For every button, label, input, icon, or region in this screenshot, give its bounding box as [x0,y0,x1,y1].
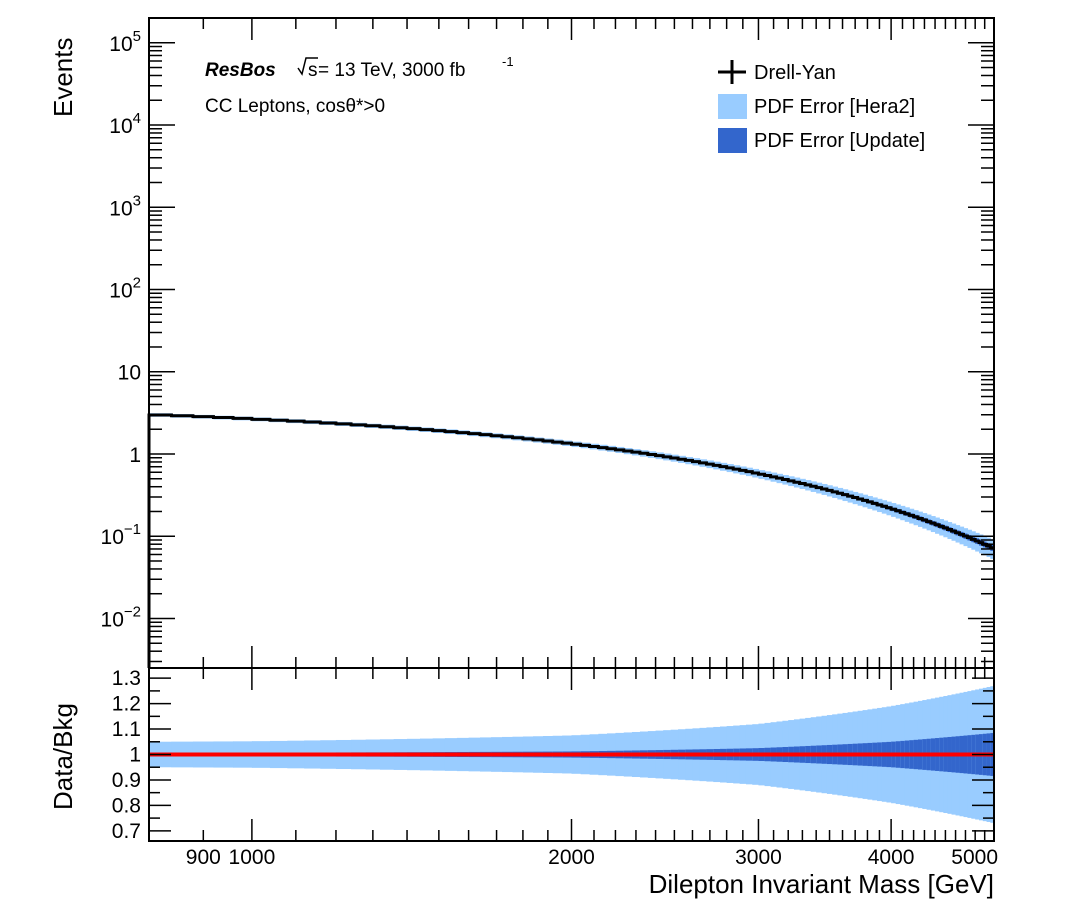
bottom-y-tick-label: 1.1 [112,718,141,741]
x-tick-label: 900 [186,846,221,869]
drell-yan-histogram [147,413,994,668]
top-y-tick-label: 102 [109,274,141,302]
annotation-sqrt-s: s [308,60,318,81]
top-y-tick-label: 105 [109,28,141,56]
bottom-frame [148,667,995,842]
top-y-tick-label: 10−2 [101,603,141,631]
x-tick-label: 2000 [548,846,595,869]
annotation-generator: ResBos [205,60,276,81]
legend-label-drell-yan: Drell-Yan [754,62,836,84]
x-axis-label: Dilepton Invariant Mass [GeV] [649,869,994,899]
legend-label-update: PDF Error [Update] [754,130,925,152]
annotation-energy: = 13 TeV, 3000 fb [318,60,465,81]
bottom-y-tick-label: 0.7 [112,820,141,843]
x-tick-label: 4000 [868,846,915,869]
top-y-axis-label: Events [48,38,78,118]
top-y-tick-label: 10−1 [101,521,141,549]
bottom-y-tick-labels: 0.7 0.80.91 1.11.2 1.3 [112,667,141,843]
top-y-tick-label: 103 [109,192,141,220]
x-tick-label: 5000 [951,846,998,869]
x-tick-label: 3000 [735,846,782,869]
bottom-y-tick-label: 0.9 [112,769,141,792]
bottom-y-axis-label: Data/Bkg [48,703,78,810]
legend-swatch-update [718,128,747,153]
legend-label-hera2: PDF Error [Hera2] [754,96,915,118]
bottom-y-tick-label: 1.2 [112,693,141,716]
bottom-y-tick-label: 1.3 [112,667,141,690]
annotation-lumi-exp: -1 [502,54,514,69]
x-tick-labels: 900 1000 2000 3000 4000 5000 [186,846,998,869]
top-y-tick-label: 10 [118,362,141,385]
x-tick-label: 1000 [229,846,276,869]
bottom-y-tick-label: 1 [129,744,141,767]
bottom-y-tick-label: 0.8 [112,794,141,817]
legend: Drell-Yan PDF Error [Hera2] PDF Error [U… [718,60,925,153]
top-y-tick-label: 1 [129,444,141,467]
annotation-selection: CC Leptons, cosθ*>0 [205,96,385,117]
top-y-tick-label: 104 [109,110,141,138]
top-error-bands [149,413,995,559]
sqrt-icon [297,57,318,76]
legend-swatch-hera2 [718,94,747,119]
